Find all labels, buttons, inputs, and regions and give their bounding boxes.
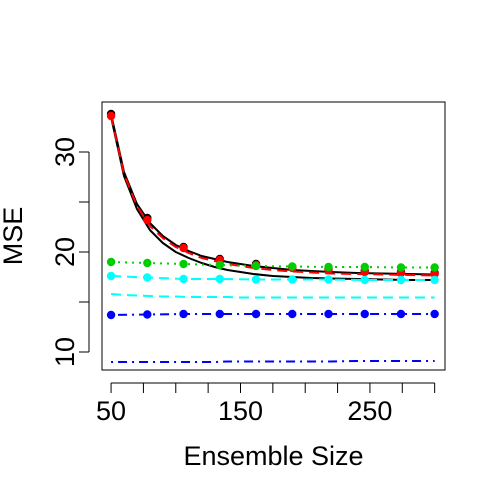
data-point [251, 309, 261, 319]
data-point [143, 258, 152, 268]
data-point [288, 262, 297, 271]
series-line [111, 275, 435, 281]
series-line [111, 313, 435, 316]
data-point [215, 309, 224, 319]
data-point [143, 310, 152, 319]
y-tick-label: 20 [50, 237, 80, 267]
y-tick-label: 10 [50, 337, 80, 367]
axes-layer: 50 150 250 10 20 30 [50, 137, 436, 426]
data-point [251, 261, 261, 271]
data-point [430, 263, 439, 272]
data-point [396, 263, 406, 272]
series-line [110, 116, 435, 281]
data-point [360, 309, 369, 319]
x-axis-title: Ensemble Size [183, 441, 363, 471]
x-tick-label: 50 [96, 396, 126, 426]
plot-frame [101, 101, 446, 371]
data-point [324, 262, 333, 272]
data-point [430, 275, 439, 285]
data-point [396, 275, 406, 285]
series-4 [106, 257, 439, 272]
data-point [106, 271, 116, 281]
series-line [111, 261, 435, 269]
data-point [215, 274, 224, 284]
data-point [215, 260, 224, 270]
data-point [179, 259, 188, 269]
series-8 [111, 360, 435, 363]
data-point [360, 262, 369, 272]
data-point [179, 274, 188, 284]
data-point [396, 309, 406, 319]
data-point [288, 309, 297, 319]
series-line [111, 360, 435, 363]
x-tick-label: 250 [347, 396, 392, 426]
data-point [106, 310, 116, 320]
data-point [324, 275, 333, 284]
series-6 [110, 293, 435, 299]
data-point [179, 243, 188, 253]
data-point [251, 275, 261, 284]
y-axis-title: MSE [0, 207, 28, 266]
x-tick-label: 150 [218, 396, 263, 426]
series-line [110, 293, 435, 299]
y-tick-label: 30 [50, 137, 80, 167]
data-point [106, 111, 116, 121]
data-point [430, 269, 439, 279]
data-point [288, 275, 297, 284]
data-point [143, 273, 152, 282]
data-point [179, 309, 188, 319]
data-point [360, 275, 369, 285]
data-point [143, 215, 152, 225]
data-point [106, 257, 116, 267]
series-1 [106, 109, 439, 278]
data-point [430, 309, 439, 319]
series-3 [106, 111, 439, 279]
series-2 [110, 116, 435, 281]
series-line [110, 113, 435, 276]
series-5 [106, 271, 439, 285]
series-line [110, 115, 435, 277]
series-7 [106, 309, 439, 320]
series-layer [106, 109, 439, 363]
data-point [324, 309, 333, 319]
